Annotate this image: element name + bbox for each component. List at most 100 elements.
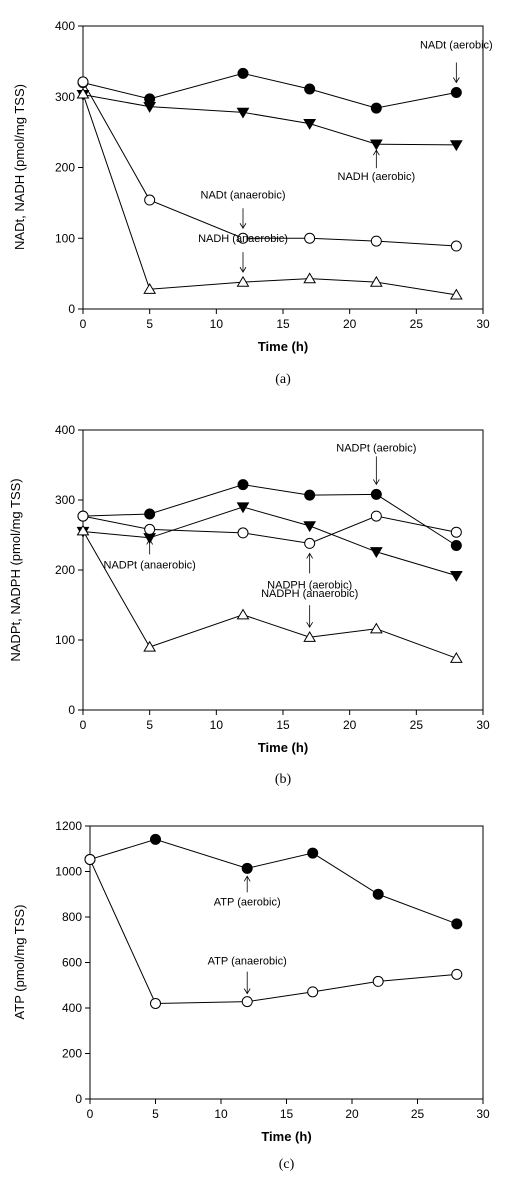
x-tick-label: 10 xyxy=(214,1107,228,1121)
y-tick-label: 600 xyxy=(62,956,82,970)
panel-label: (c) xyxy=(279,1157,295,1172)
series-line-nadph_aerobic xyxy=(82,506,457,577)
data-point-nadpt_aerobic xyxy=(304,489,316,501)
data-point-atp_aerobic xyxy=(307,847,319,859)
data-point-nadt_aerobic xyxy=(370,102,382,114)
data-point-nadph_anaerobic xyxy=(143,640,157,652)
data-point-atp_anaerobic xyxy=(307,986,319,998)
chart-panel-c: 0 5 10 15 20 25 30 0 200 400 600 800 1000 1200 Time (h… xyxy=(12,819,490,1172)
panel-label: (b) xyxy=(275,772,292,787)
y-tick-label: 200 xyxy=(62,1047,82,1061)
y-tick-label: 1200 xyxy=(55,819,82,833)
data-point-nadt_aerobic xyxy=(237,67,249,79)
x-tick-label: 20 xyxy=(343,317,357,331)
data-point-atp_anaerobic xyxy=(372,975,384,987)
annotation-arrowhead xyxy=(306,552,314,559)
data-point-nadph_aerobic xyxy=(303,521,317,533)
x-axis-label: Time (h) xyxy=(261,1129,311,1144)
x-tick-label: 25 xyxy=(410,718,424,732)
x-axis-label: Time (h) xyxy=(258,740,308,755)
series-line-nadpt_aerobic xyxy=(82,484,457,546)
data-point-nadt_anaerobic xyxy=(77,76,89,88)
data-point-nadh_anaerobic xyxy=(449,288,463,300)
data-point-atp_anaerobic xyxy=(84,853,96,865)
data-point-nadt_aerobic xyxy=(450,87,462,99)
y-tick-label: 200 xyxy=(55,161,75,175)
y-tick-label: 400 xyxy=(55,19,75,33)
series-line-nadh_aerobic xyxy=(82,94,457,146)
x-tick-label: 15 xyxy=(276,317,290,331)
y-tick-label: 400 xyxy=(55,423,75,437)
data-point-nadpt_anaerobic xyxy=(144,523,156,535)
data-point-nadh_aerobic xyxy=(143,102,157,113)
x-tick-label: 5 xyxy=(152,1107,159,1121)
annotation-label: ATP (anaerobic) xyxy=(208,956,287,968)
panel-label: (a) xyxy=(275,372,291,387)
series-line-atp_aerobic xyxy=(89,838,457,925)
data-point-atp_anaerobic xyxy=(150,997,161,1009)
data-point-atp_aerobic xyxy=(150,833,161,845)
x-tick-label: 30 xyxy=(476,317,490,331)
y-tick-label: 100 xyxy=(55,231,75,245)
annotation-label: NADt (aerobic) xyxy=(420,40,493,52)
x-tick-label: 20 xyxy=(345,1107,359,1121)
y-tick-label: 0 xyxy=(68,302,75,316)
series-line-nadpt_anaerobic xyxy=(82,515,457,544)
data-point-nadpt_anaerobic xyxy=(77,510,89,522)
y-tick-label: 300 xyxy=(55,90,75,104)
data-point-nadh_anaerobic xyxy=(369,275,383,287)
data-point-atp_aerobic xyxy=(372,888,384,900)
x-tick-label: 0 xyxy=(87,1107,94,1121)
data-point-nadh_anaerobic xyxy=(303,272,317,284)
annotation-label: NADPH (aerobic) xyxy=(267,579,352,591)
annotation-label: NADPt (anaerobic) xyxy=(104,559,196,571)
data-point-nadph_aerobic xyxy=(449,570,463,582)
data-point-nadph_anaerobic xyxy=(449,651,463,663)
data-point-nadt_anaerobic xyxy=(304,232,316,244)
annotation-arrowhead xyxy=(239,223,247,230)
annotation-label: NADH (aerobic) xyxy=(338,171,416,183)
annotation-label: NADH (anaerobic) xyxy=(198,233,288,245)
annotation-label: NADPH (anaerobic) xyxy=(261,588,358,600)
data-point-nadph_anaerobic xyxy=(76,524,90,536)
annotation-label: ATP (aerobic) xyxy=(214,896,281,908)
data-point-nadh_aerobic xyxy=(449,140,463,152)
data-point-nadph_anaerobic xyxy=(303,630,317,642)
annotation-arrowhead xyxy=(243,875,251,882)
annotation-label: NADPt (aerobic) xyxy=(336,442,416,454)
annotation-arrowhead xyxy=(306,621,314,628)
x-tick-label: 15 xyxy=(276,718,290,732)
y-axis-label: ATP (pmol/mg TSS) xyxy=(12,905,27,1020)
x-tick-label: 5 xyxy=(146,317,153,331)
series-line-nadt_anaerobic xyxy=(82,81,457,247)
x-tick-label: 0 xyxy=(80,317,87,331)
y-tick-label: 0 xyxy=(68,703,75,717)
annotation-arrowhead xyxy=(243,988,251,995)
data-point-nadh_aerobic xyxy=(236,107,250,119)
data-point-nadpt_anaerobic xyxy=(450,526,462,538)
data-point-nadph_aerobic xyxy=(369,547,383,559)
x-tick-label: 25 xyxy=(411,1107,425,1121)
annotation-arrowhead xyxy=(372,149,380,156)
series-line-nadt_aerobic xyxy=(82,72,457,109)
data-point-atp_aerobic xyxy=(241,862,253,874)
x-tick-label: 0 xyxy=(80,718,87,732)
annotation-arrowhead xyxy=(452,77,460,84)
annotation-arrowhead xyxy=(372,479,380,486)
x-tick-label: 10 xyxy=(210,718,224,732)
series-line-nadh_anaerobic xyxy=(82,93,457,296)
y-tick-label: 0 xyxy=(75,1092,82,1106)
plot-frame xyxy=(82,25,484,310)
data-point-nadt_anaerobic xyxy=(237,232,249,244)
y-axis-label: NADPt, NADPH (pmol/mg TSS) xyxy=(8,478,23,661)
x-tick-label: 25 xyxy=(410,317,424,331)
data-point-nadt_aerobic xyxy=(304,83,316,95)
data-point-nadph_anaerobic xyxy=(369,622,383,634)
data-point-nadpt_aerobic xyxy=(144,508,156,520)
data-point-nadh_anaerobic xyxy=(236,275,250,287)
y-tick-label: 100 xyxy=(55,633,75,647)
